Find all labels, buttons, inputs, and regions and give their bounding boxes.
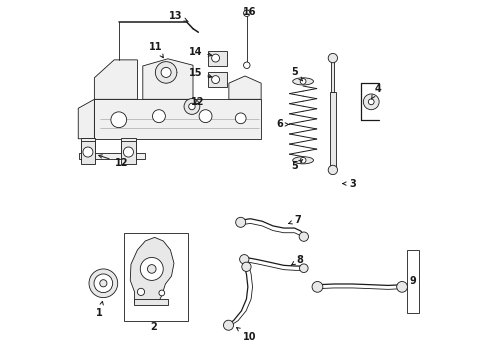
Text: 9: 9 — [410, 276, 416, 286]
Polygon shape — [130, 237, 174, 303]
Circle shape — [212, 76, 220, 84]
Circle shape — [94, 274, 113, 293]
Ellipse shape — [293, 78, 314, 85]
Circle shape — [83, 147, 93, 157]
Polygon shape — [143, 59, 193, 99]
Circle shape — [223, 320, 234, 330]
Bar — [208, 72, 227, 87]
Text: 6: 6 — [277, 120, 289, 129]
Polygon shape — [122, 138, 136, 158]
Circle shape — [199, 110, 212, 123]
Polygon shape — [95, 60, 137, 99]
Circle shape — [137, 288, 145, 296]
Circle shape — [123, 147, 133, 157]
Text: 1: 1 — [97, 301, 103, 318]
Circle shape — [299, 232, 309, 241]
Circle shape — [89, 269, 118, 298]
Text: 12: 12 — [99, 155, 128, 168]
Bar — [124, 233, 188, 320]
Bar — [407, 249, 419, 314]
Polygon shape — [81, 138, 95, 158]
Circle shape — [100, 280, 107, 287]
Circle shape — [299, 264, 308, 273]
Bar — [122, 140, 136, 163]
Circle shape — [312, 282, 323, 292]
Circle shape — [242, 262, 251, 271]
Circle shape — [368, 99, 374, 105]
Circle shape — [300, 78, 306, 84]
Bar — [330, 92, 336, 169]
Text: 8: 8 — [291, 255, 303, 265]
Circle shape — [155, 62, 177, 83]
Text: 15: 15 — [189, 68, 212, 78]
Circle shape — [159, 290, 165, 296]
Circle shape — [244, 62, 250, 68]
Text: 13: 13 — [170, 11, 188, 22]
Circle shape — [397, 282, 408, 292]
Circle shape — [328, 53, 338, 63]
Polygon shape — [95, 99, 261, 139]
Circle shape — [189, 103, 195, 110]
Text: 5: 5 — [291, 159, 303, 171]
Text: 2: 2 — [150, 322, 157, 332]
Circle shape — [184, 99, 200, 114]
Circle shape — [364, 94, 379, 110]
Bar — [134, 299, 168, 305]
Bar — [81, 140, 95, 163]
Circle shape — [212, 54, 220, 62]
Circle shape — [244, 10, 250, 17]
Polygon shape — [79, 153, 145, 159]
Polygon shape — [229, 76, 261, 99]
Text: 7: 7 — [289, 215, 301, 225]
Circle shape — [328, 165, 338, 175]
Text: 10: 10 — [237, 328, 256, 342]
Bar — [331, 60, 334, 92]
Circle shape — [236, 217, 245, 227]
Circle shape — [300, 157, 306, 163]
Circle shape — [140, 257, 163, 280]
Text: 12: 12 — [191, 97, 204, 107]
Circle shape — [161, 67, 171, 77]
Polygon shape — [78, 99, 95, 139]
Circle shape — [235, 113, 246, 124]
Ellipse shape — [293, 157, 314, 164]
Circle shape — [152, 110, 166, 123]
Text: 11: 11 — [149, 42, 163, 58]
Circle shape — [147, 265, 156, 273]
Bar — [208, 51, 227, 66]
Text: 16: 16 — [243, 7, 256, 17]
Circle shape — [111, 112, 126, 128]
Text: 14: 14 — [189, 46, 212, 57]
Text: 5: 5 — [291, 67, 303, 81]
Text: 4: 4 — [371, 84, 381, 99]
Text: 3: 3 — [343, 179, 356, 189]
Circle shape — [240, 255, 249, 264]
